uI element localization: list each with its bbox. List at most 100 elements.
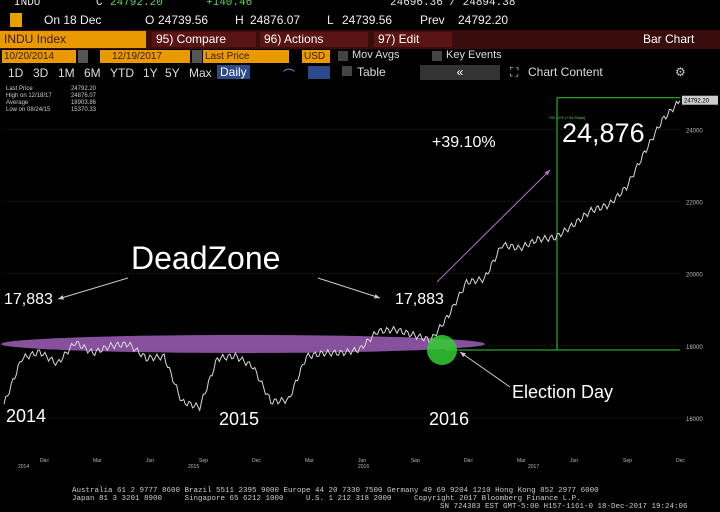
x-tick-label: Sep bbox=[199, 458, 208, 464]
range-max[interactable]: Max bbox=[189, 66, 212, 80]
x-tick-label: Dec bbox=[40, 458, 49, 464]
compare-button[interactable]: 95) Compare bbox=[152, 32, 256, 47]
open-value: 24739.56 bbox=[158, 13, 209, 27]
collapse-button[interactable]: « bbox=[420, 65, 500, 80]
left-level-label: 17,883 bbox=[4, 291, 53, 308]
quote-line-1: INDU C 24792.20 +140.46 24696.36 / 24894… bbox=[0, 0, 720, 12]
open-label: O bbox=[145, 13, 155, 27]
last-price-tag-text: 24792.20 bbox=[684, 99, 710, 105]
ticker: INDU bbox=[14, 0, 41, 9]
start-date-input[interactable]: 10/20/2014 bbox=[2, 50, 76, 63]
legend: Last Price 24792.20 High on 12/18/17 24876… bbox=[6, 86, 96, 114]
chart-svg: 16000 18000 20000 22000 24000 Dec Mar Jun Sep Dec… bbox=[1, 95, 718, 470]
x-tick-label: Mar bbox=[517, 458, 526, 464]
x-tick-label: Dec bbox=[464, 458, 473, 464]
function-bar: INDU Index 95) Compare 96) Actions 97) E… bbox=[0, 30, 720, 49]
deadzone-band bbox=[1, 334, 485, 353]
x-year-label: 2014 bbox=[18, 464, 29, 470]
right-level-label: 17,883 bbox=[395, 291, 444, 308]
actions-button[interactable]: 96) Actions bbox=[260, 32, 368, 47]
mov-avgs-checkbox[interactable] bbox=[338, 51, 348, 61]
election-arrow-head bbox=[460, 352, 466, 358]
key-events-label: Key Events bbox=[446, 49, 502, 61]
footer-text-3: SN 724383 EST GMT-5:00 H157-1161-0 18-De… bbox=[440, 503, 688, 511]
calendar-icon[interactable] bbox=[78, 50, 88, 63]
calendar-icon-end[interactable] bbox=[192, 50, 202, 63]
gain-arrow-head bbox=[544, 170, 550, 176]
chart-style-icon[interactable] bbox=[308, 66, 330, 79]
quote-line-2: On 18 Dec O 24739.56 H 24876.07 L 24739.… bbox=[0, 12, 720, 30]
peak-label: 24,876 bbox=[562, 118, 645, 148]
last-price: 24792.20 bbox=[110, 0, 163, 9]
footer-bar: Australia 61 2 9777 8600 Brazil 5511 239… bbox=[0, 487, 720, 511]
range-3d[interactable]: 3D bbox=[33, 66, 49, 80]
legend-row: Low on 08/24/15 15370.33 bbox=[6, 107, 96, 114]
range-1d[interactable]: 1D bbox=[8, 66, 24, 80]
deadzone-arrow-right-head bbox=[374, 294, 380, 299]
legend-value: 15370.33 bbox=[70, 107, 96, 113]
range-5y[interactable]: 5Y bbox=[165, 66, 180, 80]
chart-content-icon[interactable]: ⛶ bbox=[510, 65, 519, 79]
chart-type-label: Bar Chart bbox=[643, 32, 695, 46]
quote-date: On 18 Dec bbox=[44, 13, 102, 27]
x-tick-label: Jun bbox=[146, 458, 154, 464]
price-chart: 16000 18000 20000 22000 24000 Dec Mar Jun Sep Dec… bbox=[0, 82, 720, 487]
year-2015-label: 2015 bbox=[219, 409, 260, 429]
y-tick-label: 20000 bbox=[686, 273, 703, 279]
prev-value: 24792.20 bbox=[458, 13, 509, 27]
deadzone-label: DeadZone bbox=[131, 240, 281, 276]
flag-icon bbox=[10, 13, 22, 27]
key-events-checkbox[interactable] bbox=[432, 51, 442, 61]
range-6m[interactable]: 6M bbox=[84, 66, 101, 80]
field-select[interactable]: Last Price bbox=[203, 50, 289, 63]
edit-button[interactable]: 97) Edit bbox=[374, 32, 452, 47]
x-tick-label: Dec bbox=[252, 458, 261, 464]
deadzone-arrow-left bbox=[57, 277, 129, 300]
prev-label: Prev bbox=[420, 13, 445, 27]
interval-select[interactable]: Daily bbox=[217, 65, 250, 79]
legend-label: Last Price bbox=[6, 86, 33, 92]
y-tick-label: 16000 bbox=[686, 417, 703, 423]
end-date-input[interactable]: 12/19/2017 bbox=[100, 50, 190, 63]
range-box-label: +39.10% (+34.99pts) bbox=[548, 115, 586, 120]
security-field[interactable]: INDU Index bbox=[0, 31, 146, 48]
legend-value: 24876.07 bbox=[70, 93, 96, 99]
gain-label: +39.10% bbox=[432, 134, 496, 151]
last-price-tag bbox=[682, 95, 718, 105]
currency-select[interactable]: USD bbox=[302, 50, 330, 63]
legend-row: Average 18903.86 bbox=[6, 100, 96, 107]
legend-label: Low on 08/24/15 bbox=[6, 107, 51, 113]
net-change: +140.46 bbox=[206, 0, 253, 9]
x-tick-label: Dec bbox=[676, 458, 685, 464]
range-1y[interactable]: 1Y bbox=[143, 66, 158, 80]
line-chart-icon[interactable]: ⌒ bbox=[283, 68, 296, 82]
election-arrow bbox=[459, 351, 511, 388]
x-tick-label: Jun bbox=[570, 458, 578, 464]
table-label: Table bbox=[357, 65, 386, 79]
x-tick-label: Jun bbox=[358, 458, 366, 464]
legend-value: 24792.20 bbox=[70, 86, 96, 92]
y-tick-label: 24000 bbox=[686, 128, 703, 134]
year-2016-label: 2016 bbox=[429, 409, 470, 429]
x-tick-label: Sep bbox=[623, 458, 632, 464]
day-range: 24696.36 / 24894.38 bbox=[390, 0, 516, 9]
range-1m[interactable]: 1M bbox=[58, 66, 75, 80]
y-tick-label: 18000 bbox=[686, 345, 703, 351]
high-value: 24876.07 bbox=[250, 13, 301, 27]
footer-text-2: Japan 81 3 3201 8900 Singapore 65 6212 1… bbox=[72, 495, 581, 503]
low-label: L bbox=[327, 13, 334, 27]
x-year-label: 2017 bbox=[528, 464, 539, 470]
low-value: 24739.56 bbox=[342, 13, 393, 27]
x-tick-label: Sep bbox=[411, 458, 420, 464]
chart-content-label[interactable]: Chart Content bbox=[528, 65, 603, 79]
range-bar: 1D 3D 1M 6M YTD 1Y 5Y Max Daily ⌒ Table … bbox=[0, 64, 720, 82]
table-checkbox[interactable] bbox=[342, 66, 352, 76]
range-ytd[interactable]: YTD bbox=[110, 66, 134, 80]
last-marker: C bbox=[96, 0, 103, 9]
election-day-marker bbox=[427, 334, 457, 365]
x-tick-label: Mar bbox=[93, 458, 102, 464]
gear-icon[interactable]: ⚙ bbox=[675, 65, 686, 79]
legend-row: High on 12/18/17 24876.07 bbox=[6, 93, 96, 100]
legend-row: Last Price 24792.20 bbox=[6, 86, 96, 93]
legend-label: High on 12/18/17 bbox=[6, 93, 52, 99]
